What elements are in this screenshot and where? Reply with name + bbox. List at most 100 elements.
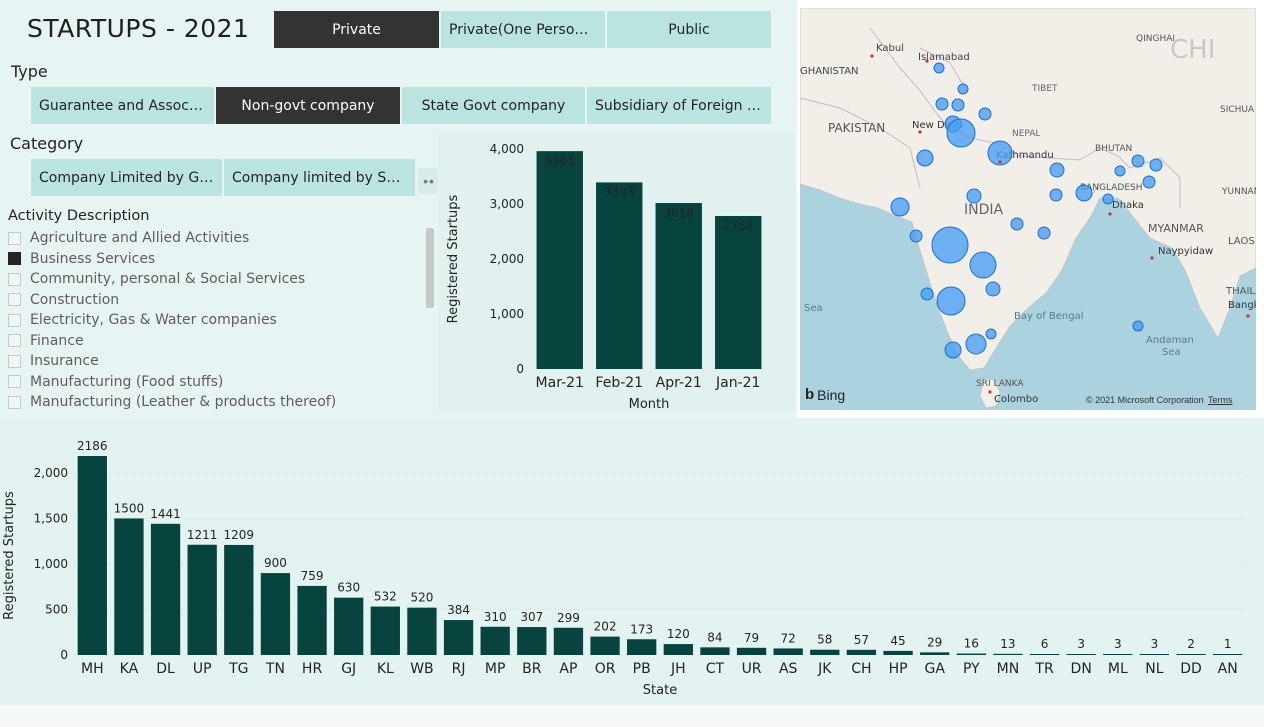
map-bubble[interactable] <box>936 286 966 316</box>
bar[interactable] <box>1066 654 1096 655</box>
map-bubble[interactable] <box>920 287 934 301</box>
activity-item[interactable]: Construction <box>8 290 428 311</box>
map-bubble[interactable] <box>944 341 962 359</box>
map-bubble[interactable] <box>909 229 923 243</box>
map-bubble[interactable] <box>965 333 987 355</box>
activity-item[interactable]: Manufacturing (Food stuffs) <box>8 372 428 393</box>
map-bubble[interactable] <box>985 328 997 340</box>
type-tile[interactable]: Guarantee and Associati... <box>31 87 214 124</box>
company-class-tile[interactable]: Private <box>274 11 439 48</box>
activity-checkbox[interactable] <box>8 354 21 368</box>
bar[interactable] <box>663 644 693 655</box>
map-bubble[interactable] <box>935 97 949 111</box>
map-bubble[interactable] <box>987 140 1013 166</box>
map-bubble[interactable] <box>1149 158 1163 172</box>
activity-item[interactable]: Electricity, Gas & Water companies <box>8 310 428 331</box>
map-bubble[interactable] <box>1049 162 1065 178</box>
map-bubble[interactable] <box>1037 226 1051 240</box>
map-bubble[interactable] <box>1075 184 1093 202</box>
bar[interactable] <box>1139 654 1170 655</box>
map-bubble[interactable] <box>890 197 910 217</box>
bar[interactable] <box>536 151 583 369</box>
bar[interactable] <box>715 215 762 369</box>
bar[interactable] <box>114 518 144 655</box>
bar[interactable] <box>700 647 730 655</box>
activity-slicer-scrollbar[interactable] <box>426 228 434 308</box>
more-options-button[interactable]: •• <box>418 168 440 194</box>
activity-checkbox[interactable] <box>8 231 21 245</box>
map-bubble[interactable] <box>1049 188 1063 202</box>
activity-checkbox[interactable] <box>8 272 21 286</box>
bar[interactable] <box>224 544 254 655</box>
bar[interactable] <box>883 650 913 655</box>
bar[interactable] <box>596 182 643 369</box>
activity-checkbox[interactable] <box>8 395 21 409</box>
bar[interactable] <box>846 649 877 655</box>
activity-item[interactable]: Community, personal & Social Services <box>8 269 428 290</box>
company-class-tile[interactable]: Public <box>607 11 771 48</box>
bar[interactable] <box>1029 654 1060 655</box>
map-bubble[interactable] <box>1102 193 1114 205</box>
data-label: 2 <box>1187 637 1195 651</box>
map-bubble[interactable] <box>1131 154 1145 168</box>
map-bubble[interactable] <box>985 281 1001 297</box>
bar[interactable] <box>920 652 950 655</box>
bar[interactable] <box>150 523 181 655</box>
type-tile[interactable]: State Govt company <box>402 87 585 124</box>
map-bubble[interactable] <box>1010 217 1024 231</box>
india-map[interactable]: Kabul Islamabad QINGHAI CHI GHANISTAN TIBET SI… <box>800 8 1256 410</box>
map-terms-link[interactable]: Terms <box>1208 395 1233 405</box>
category-tile[interactable]: Company limited by Shares <box>224 159 415 196</box>
activity-item[interactable]: Agriculture and Allied Activities <box>8 228 428 249</box>
map-bubble[interactable] <box>933 62 945 74</box>
bar[interactable] <box>810 649 840 655</box>
bar[interactable] <box>627 639 657 655</box>
bar[interactable] <box>517 627 547 655</box>
bar[interactable] <box>334 597 364 655</box>
data-label: 1500 <box>114 501 145 515</box>
map-bubble[interactable] <box>1114 165 1126 177</box>
activity-checkbox[interactable] <box>8 334 21 348</box>
bar[interactable] <box>443 620 474 655</box>
map-bubble[interactable] <box>916 149 934 167</box>
bar[interactable] <box>736 647 767 655</box>
bar[interactable] <box>590 636 620 655</box>
category-tile[interactable]: Company Limited by Gua... <box>31 159 222 196</box>
activity-item[interactable]: Manufacturing (Leather & products thereo… <box>8 392 428 413</box>
bar[interactable] <box>1213 654 1243 655</box>
map-bubble[interactable] <box>966 188 982 204</box>
bar[interactable] <box>187 544 217 655</box>
activity-item[interactable]: Business Services <box>8 249 428 270</box>
map-bubble[interactable] <box>969 251 997 279</box>
type-tile[interactable]: Non-govt company <box>216 87 400 124</box>
bar[interactable] <box>480 626 510 655</box>
bar[interactable] <box>993 653 1023 655</box>
map-bubble[interactable] <box>951 98 965 112</box>
map-bubble[interactable] <box>1132 320 1144 332</box>
activity-item[interactable]: Insurance <box>8 351 428 372</box>
bar[interactable] <box>655 203 702 369</box>
map-bubble[interactable] <box>946 118 976 148</box>
bar[interactable] <box>370 606 400 655</box>
activity-checkbox[interactable] <box>8 375 21 389</box>
bar[interactable] <box>1103 654 1133 655</box>
type-tile[interactable]: Subsidiary of Foreign Co... <box>587 87 771 124</box>
bar[interactable] <box>773 648 803 655</box>
activity-item[interactable]: Finance <box>8 331 428 352</box>
map-bubble[interactable] <box>978 107 992 121</box>
bar[interactable] <box>407 607 437 655</box>
company-class-tile[interactable]: Private(One Person C... <box>441 11 605 48</box>
activity-checkbox[interactable] <box>8 293 21 307</box>
map-bubble[interactable] <box>1142 175 1156 189</box>
map-bubble[interactable] <box>931 226 969 264</box>
bar[interactable] <box>956 653 986 655</box>
bar[interactable] <box>297 585 327 655</box>
activity-checkbox[interactable] <box>8 252 21 266</box>
bar[interactable] <box>260 573 291 655</box>
bar[interactable] <box>77 456 107 655</box>
map-bubble[interactable] <box>957 83 969 95</box>
activity-checkbox[interactable] <box>8 313 21 327</box>
bar[interactable] <box>553 627 584 655</box>
bar[interactable] <box>1176 654 1206 655</box>
